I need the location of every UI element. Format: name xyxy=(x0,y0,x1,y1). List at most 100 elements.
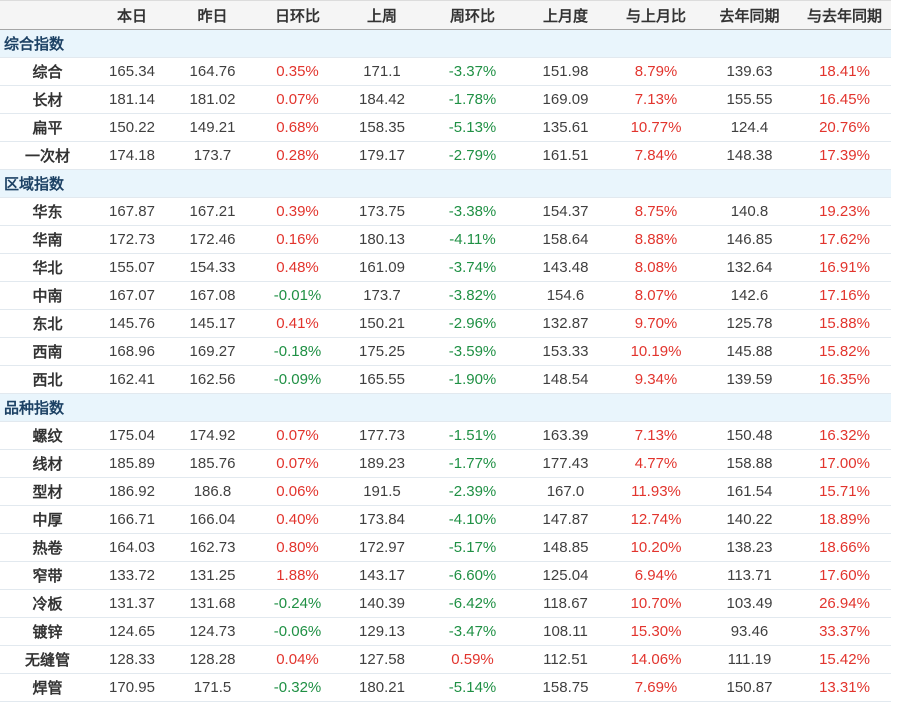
value-cell: 111.19 xyxy=(701,645,798,674)
value-cell: 150.48 xyxy=(701,421,798,450)
value-cell: 177.43 xyxy=(520,449,611,478)
percent-cell: 8.75% xyxy=(611,197,701,226)
percent-cell: 7.13% xyxy=(611,421,701,450)
column-header-blank xyxy=(0,0,95,30)
section-header-row: 综合指数 xyxy=(0,29,891,58)
value-cell: 167.21 xyxy=(169,197,256,226)
value-cell: 125.04 xyxy=(520,561,611,590)
value-cell: 163.39 xyxy=(520,421,611,450)
value-cell: 154.6 xyxy=(520,281,611,310)
percent-cell: 7.84% xyxy=(611,141,701,170)
percent-cell: 0.07% xyxy=(256,85,339,114)
percent-cell: -2.79% xyxy=(425,141,520,170)
value-cell: 170.95 xyxy=(95,673,169,702)
percent-cell: 15.82% xyxy=(798,337,891,366)
value-cell: 161.54 xyxy=(701,477,798,506)
percent-cell: 9.70% xyxy=(611,309,701,338)
percent-cell: 10.77% xyxy=(611,113,701,142)
section-title: 品种指数 xyxy=(0,393,891,422)
value-cell: 93.46 xyxy=(701,617,798,646)
row-label: 冷板 xyxy=(0,589,95,618)
value-cell: 162.73 xyxy=(169,533,256,562)
value-cell: 113.71 xyxy=(701,561,798,590)
percent-cell: 17.16% xyxy=(798,281,891,310)
value-cell: 153.33 xyxy=(520,337,611,366)
percent-cell: 0.35% xyxy=(256,57,339,86)
value-cell: 145.88 xyxy=(701,337,798,366)
percent-cell: 10.70% xyxy=(611,589,701,618)
value-cell: 149.21 xyxy=(169,113,256,142)
value-cell: 135.61 xyxy=(520,113,611,142)
row-label: 中南 xyxy=(0,281,95,310)
value-cell: 171.1 xyxy=(339,57,425,86)
percent-cell: -4.11% xyxy=(425,225,520,254)
table-row: 热卷 164.03 162.73 0.80% 172.97 -5.17% 148.85 10.… xyxy=(0,533,891,562)
value-cell: 158.35 xyxy=(339,113,425,142)
percent-cell: 0.59% xyxy=(425,645,520,674)
percent-cell: -1.90% xyxy=(425,365,520,394)
value-cell: 167.0 xyxy=(520,477,611,506)
table-row: 镀锌 124.65 124.73 -0.06% 129.13 -3.47% 108.11 15… xyxy=(0,617,891,646)
value-cell: 189.23 xyxy=(339,449,425,478)
percent-cell: -5.14% xyxy=(425,673,520,702)
percent-cell: -3.82% xyxy=(425,281,520,310)
value-cell: 146.85 xyxy=(701,225,798,254)
value-cell: 186.8 xyxy=(169,477,256,506)
value-cell: 151.98 xyxy=(520,57,611,86)
value-cell: 165.55 xyxy=(339,365,425,394)
percent-cell: -3.47% xyxy=(425,617,520,646)
value-cell: 131.37 xyxy=(95,589,169,618)
table-row: 无缝管 128.33 128.28 0.04% 127.58 0.59% 112.51 14.… xyxy=(0,645,891,674)
percent-cell: 8.08% xyxy=(611,253,701,282)
value-cell: 169.27 xyxy=(169,337,256,366)
percent-cell: 4.77% xyxy=(611,449,701,478)
percent-cell: 0.16% xyxy=(256,225,339,254)
row-label: 扁平 xyxy=(0,113,95,142)
percent-cell: -0.18% xyxy=(256,337,339,366)
column-header-weekly-change: 周环比 xyxy=(425,0,520,30)
value-cell: 140.8 xyxy=(701,197,798,226)
value-cell: 124.65 xyxy=(95,617,169,646)
value-cell: 150.22 xyxy=(95,113,169,142)
value-cell: 112.51 xyxy=(520,645,611,674)
percent-cell: -0.24% xyxy=(256,589,339,618)
value-cell: 139.59 xyxy=(701,365,798,394)
row-label: 西南 xyxy=(0,337,95,366)
row-label: 一次材 xyxy=(0,141,95,170)
percent-cell: -3.38% xyxy=(425,197,520,226)
value-cell: 140.22 xyxy=(701,505,798,534)
percent-cell: -2.96% xyxy=(425,309,520,338)
table-row: 型材 186.92 186.8 0.06% 191.5 -2.39% 167.0 11.93%… xyxy=(0,477,891,506)
percent-cell: 10.19% xyxy=(611,337,701,366)
value-cell: 133.72 xyxy=(95,561,169,590)
percent-cell: 15.88% xyxy=(798,309,891,338)
value-cell: 185.76 xyxy=(169,449,256,478)
value-cell: 145.76 xyxy=(95,309,169,338)
value-cell: 172.97 xyxy=(339,533,425,562)
value-cell: 175.25 xyxy=(339,337,425,366)
table-row: 华东 167.87 167.21 0.39% 173.75 -3.38% 154.37 8.7… xyxy=(0,197,891,226)
value-cell: 155.55 xyxy=(701,85,798,114)
percent-cell: -1.78% xyxy=(425,85,520,114)
percent-cell: 26.94% xyxy=(798,589,891,618)
value-cell: 150.21 xyxy=(339,309,425,338)
value-cell: 162.41 xyxy=(95,365,169,394)
percent-cell: 18.41% xyxy=(798,57,891,86)
row-label: 华东 xyxy=(0,197,95,226)
value-cell: 168.96 xyxy=(95,337,169,366)
section-header-row: 区域指数 xyxy=(0,169,891,198)
value-cell: 164.03 xyxy=(95,533,169,562)
value-cell: 131.25 xyxy=(169,561,256,590)
percent-cell: 18.66% xyxy=(798,533,891,562)
value-cell: 147.87 xyxy=(520,505,611,534)
table-row: 长材 181.14 181.02 0.07% 184.42 -1.78% 169.09 7.1… xyxy=(0,85,891,114)
value-cell: 143.17 xyxy=(339,561,425,590)
value-cell: 129.13 xyxy=(339,617,425,646)
value-cell: 132.64 xyxy=(701,253,798,282)
value-cell: 171.5 xyxy=(169,673,256,702)
row-label: 华南 xyxy=(0,225,95,254)
percent-cell: 17.62% xyxy=(798,225,891,254)
value-cell: 148.85 xyxy=(520,533,611,562)
percent-cell: 13.31% xyxy=(798,673,891,702)
